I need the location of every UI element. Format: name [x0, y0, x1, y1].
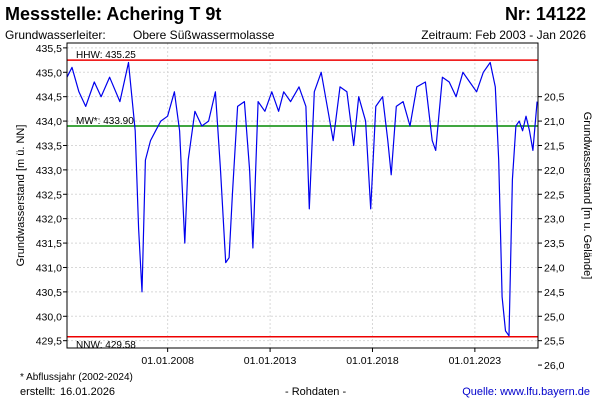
y-tick-label-left: 431,0: [36, 262, 62, 274]
y-tick-label-left: 433,0: [36, 165, 62, 177]
y-tick-label-right: 21,0: [544, 116, 565, 128]
y-tick-label-right: 24,0: [544, 262, 565, 274]
y-tick-label-left: 429,5: [36, 336, 62, 348]
y-tick-label-left: 434,0: [36, 116, 62, 128]
reference-lines: HHW: 435.25 MW*: 433.90 NNW: 429.58: [67, 50, 538, 351]
y-tick-label-left: 430,0: [36, 311, 62, 323]
y-tick-label-right: 25,5: [544, 336, 565, 348]
page-title: Messstelle: Achering T 9t: [5, 4, 222, 24]
station-number: Nr: 14122: [504, 4, 586, 24]
created-date: 16.01.2026: [60, 386, 116, 398]
y-tick-label-left: 430,5: [36, 287, 62, 299]
x-tick-label: 01.01.2013: [244, 355, 297, 367]
y-tick-label-right: 23,0: [544, 214, 565, 226]
grid: [67, 43, 538, 348]
created-label: erstellt:: [20, 386, 56, 398]
y-axis-right-title: Grundwasserstand [m u. Gelände]: [581, 112, 593, 280]
x-tick-label: 01.01.2008: [141, 355, 194, 367]
y-tick-label-right: 22,0: [544, 165, 565, 177]
series-line: [66, 61, 538, 337]
y-tick-label-left: 434,5: [36, 92, 62, 104]
y-tick-label-right: 26,0: [544, 360, 565, 372]
footnote: * Abflussjahr (2002-2024): [20, 372, 133, 383]
series-layer: [66, 61, 538, 337]
reference-label: HHW: 435.25: [76, 50, 136, 61]
aquifer-value: Obere Süßwassermolasse: [133, 28, 275, 42]
y-tick-label-left: 432,5: [36, 189, 62, 201]
y-tick-label-right: 22,5: [544, 189, 565, 201]
y-tick-label-left: 432,0: [36, 214, 62, 226]
y-tick-label-right: 20,5: [544, 92, 565, 104]
y-tick-label-left: 435,5: [36, 43, 62, 55]
y-tick-label-left: 431,5: [36, 238, 62, 250]
y-tick-label-right: 23,5: [544, 238, 565, 250]
data-type-label: - Rohdaten -: [285, 386, 347, 398]
y-tick-label-left: 433,5: [36, 140, 62, 152]
plot-frame: [66, 42, 539, 349]
source-link[interactable]: Quelle: www.lfu.bayern.de: [462, 386, 590, 398]
y-tick-label-left: 435,0: [36, 67, 62, 79]
x-axis: 01.01.2008 01.01.2013 01.01.2018 01.01.2023: [141, 348, 501, 367]
y-axis-left: 435,5 435,0 434,5 434,0 433,5 433,0 432,5 432,0…: [36, 43, 67, 348]
x-tick-label: 01.01.2023: [449, 355, 502, 367]
x-tick-label: 01.01.2018: [346, 355, 399, 367]
reference-label: NNW: 429.58: [76, 340, 136, 351]
period-label: Zeitraum: Feb 2003 - Jan 2026: [421, 28, 586, 42]
y-tick-label-right: 21,5: [544, 140, 565, 152]
reference-label: MW*: 433.90: [76, 116, 134, 127]
y-tick-label-right: 24,5: [544, 287, 565, 299]
aquifer-label: Grundwasserleiter:: [5, 28, 106, 42]
y-axis-left-title: Grundwasserstand [m ü. NN]: [15, 125, 27, 267]
y-tick-label-right: 25,0: [544, 311, 565, 323]
y-axis-right: 20,5 21,0 21,5 22,0 22,5 23,0 23,5 24,0 24,5 25,0…: [538, 92, 565, 372]
